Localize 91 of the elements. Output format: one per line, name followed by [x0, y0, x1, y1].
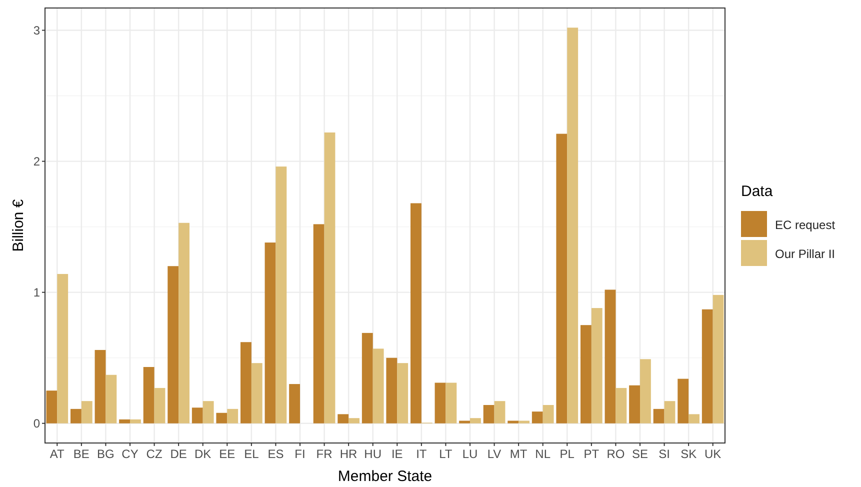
bar — [130, 419, 141, 424]
bar — [348, 418, 360, 424]
y-tick-label: 1 — [33, 286, 40, 300]
bar — [46, 390, 58, 424]
bar — [81, 401, 92, 424]
bar — [276, 166, 287, 424]
x-tick-label: BE — [73, 447, 90, 461]
bar — [604, 290, 616, 424]
y-tick-label: 2 — [33, 154, 40, 168]
bar — [712, 294, 724, 424]
x-tick-label: EE — [219, 447, 236, 461]
x-tick-label: ES — [268, 447, 284, 461]
bar — [386, 358, 398, 424]
bar — [653, 408, 664, 424]
bar — [483, 405, 494, 424]
bar — [313, 224, 324, 424]
x-tick-label: LU — [462, 447, 478, 461]
x-tick-label: LT — [439, 447, 453, 461]
bar — [154, 388, 166, 424]
x-tick-label: DE — [170, 447, 187, 461]
bar — [240, 342, 252, 424]
bar — [616, 388, 627, 424]
bar — [202, 401, 214, 424]
x-tick-label: HR — [340, 447, 358, 461]
bar — [70, 408, 82, 424]
bar — [446, 382, 457, 424]
bar — [227, 408, 238, 424]
legend-title: Data — [741, 183, 774, 200]
x-tick-label: RO — [606, 447, 625, 461]
legend-label: Our Pillar II — [775, 247, 836, 261]
bar — [289, 384, 300, 424]
bar — [434, 382, 446, 424]
y-tick-label: 0 — [33, 416, 40, 431]
x-tick-label: CZ — [146, 447, 162, 461]
x-tick-label: UK — [704, 447, 722, 461]
bar — [216, 412, 228, 424]
bar — [168, 266, 179, 424]
bar — [518, 420, 530, 424]
bar — [580, 325, 592, 424]
x-tick-label: IE — [391, 447, 403, 461]
bar — [591, 308, 602, 424]
bar — [640, 359, 651, 424]
bar — [688, 414, 700, 424]
bar — [143, 367, 154, 424]
bar — [251, 363, 262, 424]
x-tick-label: SI — [658, 447, 670, 461]
bar — [702, 309, 713, 424]
bar — [57, 274, 68, 424]
x-tick-label: FI — [294, 447, 306, 461]
bar — [678, 378, 689, 424]
x-tick-label: EL — [244, 447, 260, 461]
bar — [119, 419, 130, 424]
x-axis-title: Member State — [338, 468, 432, 485]
bar — [664, 401, 676, 424]
x-tick-label: LV — [487, 447, 502, 461]
bar — [629, 385, 640, 424]
bar — [567, 28, 578, 424]
x-tick-label: FR — [316, 447, 333, 461]
x-tick-label: SE — [632, 447, 648, 461]
bar — [324, 132, 336, 424]
bar — [264, 242, 276, 424]
bar — [338, 414, 349, 424]
x-tick-label: CY — [122, 447, 138, 461]
x-tick-label: SK — [680, 447, 697, 461]
y-axis-title: Billion € — [10, 198, 27, 252]
bar — [470, 418, 481, 424]
bar — [532, 412, 543, 424]
bar — [556, 134, 568, 424]
x-tick-label: MT — [510, 447, 528, 461]
x-tick-label: DK — [194, 447, 212, 461]
bar — [362, 332, 373, 424]
bar — [459, 420, 470, 424]
bar — [178, 222, 190, 424]
bar — [508, 420, 519, 424]
legend-label: EC request — [775, 218, 836, 232]
bar — [494, 401, 506, 424]
x-tick-label: PT — [584, 447, 600, 461]
bar — [542, 405, 554, 424]
bar — [94, 350, 106, 424]
x-tick-label: AT — [50, 447, 66, 461]
bar — [192, 408, 203, 424]
x-tick-label: PL — [560, 447, 575, 461]
bar — [397, 363, 408, 424]
x-tick-label: HU — [364, 447, 382, 461]
bar — [372, 348, 384, 424]
bar — [410, 203, 422, 424]
x-tick-label: BG — [97, 447, 114, 461]
y-tick-label: 3 — [33, 23, 40, 38]
x-tick-label: NL — [535, 447, 551, 461]
x-tick-label: IT — [416, 447, 428, 461]
bar — [106, 374, 117, 424]
